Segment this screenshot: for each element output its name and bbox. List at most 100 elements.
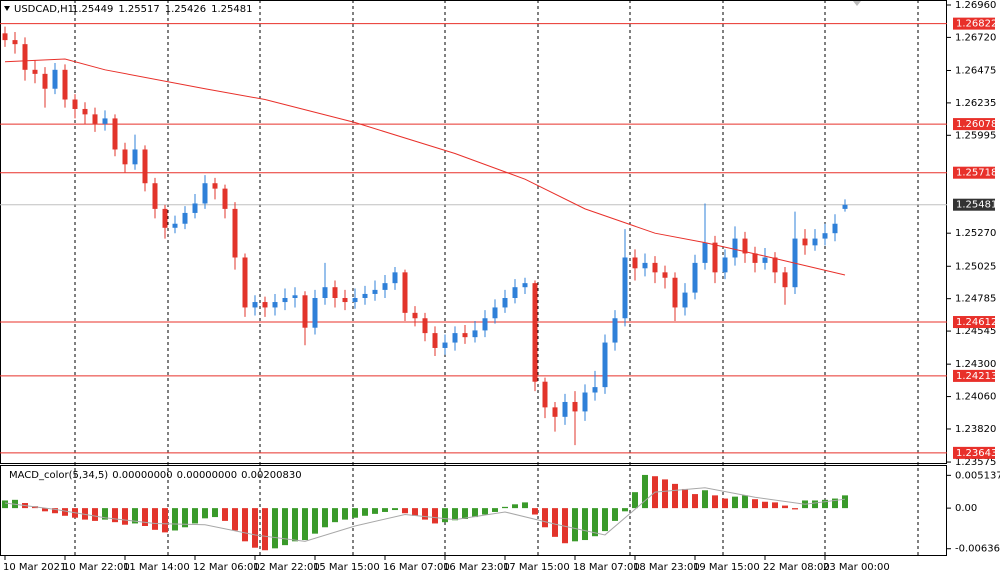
candle-body xyxy=(2,33,8,41)
macd-bar xyxy=(52,508,58,514)
macd-bar xyxy=(672,483,678,509)
y-tick-label: 1.25025 xyxy=(955,261,996,272)
x-tick-label: 11 Mar 14:00 xyxy=(123,562,190,573)
macd-bar xyxy=(622,508,628,512)
macd-bar xyxy=(142,508,148,526)
macd-bar xyxy=(822,499,828,509)
macd-bar xyxy=(532,508,538,515)
current-price-label: 1.25481 xyxy=(956,200,997,211)
main-panel-frame xyxy=(0,0,947,464)
x-tick-label: 16 Mar 23:00 xyxy=(443,562,510,573)
scroll-arrow[interactable] xyxy=(853,1,861,6)
macd-bar xyxy=(842,495,848,509)
macd-readout: 0.00000000 xyxy=(112,470,172,481)
candle-body xyxy=(642,262,648,269)
macd-bar xyxy=(42,508,48,512)
candle-body xyxy=(92,114,98,124)
quote-value: 1.25426 xyxy=(165,4,206,15)
macd-bar xyxy=(92,508,98,521)
candle-body xyxy=(102,118,108,124)
macd-bar xyxy=(792,508,798,510)
macd-bar xyxy=(832,498,838,509)
candle-body xyxy=(602,342,608,388)
candle-body xyxy=(112,118,118,150)
macd-bar xyxy=(132,508,138,524)
x-tick-label: 18 Mar 23:00 xyxy=(633,562,700,573)
candle-body xyxy=(62,69,68,100)
candle-body xyxy=(302,295,308,328)
macd-readout: 0.00200830 xyxy=(241,470,301,481)
macd-bar xyxy=(742,495,748,509)
macd-bar xyxy=(212,508,218,518)
candle-body xyxy=(412,312,418,319)
macd-bar xyxy=(732,496,738,509)
candle-body xyxy=(242,257,248,308)
candle-body xyxy=(332,287,338,298)
macd-bar xyxy=(752,499,758,509)
candle-body xyxy=(512,287,518,298)
level-label-box xyxy=(953,369,995,382)
candle-body xyxy=(382,283,388,290)
macd-bar xyxy=(592,508,598,537)
candle-body xyxy=(232,208,238,258)
candle-body xyxy=(552,407,558,417)
macd-bar xyxy=(242,508,248,542)
macd-bar xyxy=(442,508,448,523)
candle-body xyxy=(592,387,598,393)
candle-body xyxy=(492,307,498,319)
candle-body xyxy=(452,333,458,343)
candle-body xyxy=(42,73,48,89)
macd-bar xyxy=(612,508,618,521)
candle-body xyxy=(12,40,18,45)
candle-body xyxy=(292,295,298,298)
candle-body xyxy=(192,203,198,213)
candle-body xyxy=(362,293,368,298)
candle-body xyxy=(482,318,488,331)
macd-bar xyxy=(512,504,518,509)
candle-body xyxy=(682,292,688,308)
x-tick-label: 23 Mar 00:00 xyxy=(823,562,890,573)
macd-bar xyxy=(542,508,548,528)
quote-value: 1.25481 xyxy=(211,4,252,15)
macd-bar xyxy=(482,508,488,515)
candle-body xyxy=(372,289,378,294)
level-label: 1.24612 xyxy=(956,317,997,328)
y-tick-label: 1.24060 xyxy=(955,392,996,403)
level-label: 1.25718 xyxy=(956,168,997,179)
x-tick-label: 16 Mar 07:00 xyxy=(383,562,450,573)
candle-body xyxy=(702,242,708,263)
symbol-menu[interactable] xyxy=(4,6,10,11)
macd-bar xyxy=(722,498,728,509)
macd-bar xyxy=(262,508,268,551)
macd-bar xyxy=(332,508,338,523)
macd-bar xyxy=(372,508,378,514)
macd-title: MACD_color(5,34,5) xyxy=(9,470,108,481)
x-tick-label: 10 Mar 2021 xyxy=(3,562,66,573)
candle-body xyxy=(462,333,468,338)
macd-bar xyxy=(782,505,788,509)
candle-body xyxy=(122,149,128,165)
macd-bar xyxy=(642,474,648,509)
macd-bar xyxy=(62,508,68,516)
y-tick-label: 1.26475 xyxy=(955,65,996,76)
candle-body xyxy=(812,238,818,246)
candle-body xyxy=(152,183,158,209)
macd-bar xyxy=(222,508,228,521)
candle-body xyxy=(582,392,588,412)
macd-bar xyxy=(492,508,498,512)
candle-body xyxy=(312,297,318,328)
candle-body xyxy=(832,223,838,234)
candle-body xyxy=(222,188,228,209)
macd-bar xyxy=(402,508,408,514)
macd-bar xyxy=(82,508,88,520)
candle-body xyxy=(612,318,618,343)
macd-bar xyxy=(152,508,158,530)
macd-bar xyxy=(182,508,188,528)
candle-body xyxy=(52,69,58,89)
x-tick-label: 22 Mar 08:00 xyxy=(763,562,830,573)
level-label: 1.24213 xyxy=(956,371,997,382)
candle-body xyxy=(732,238,738,258)
y-tick-label: 1.24785 xyxy=(955,294,996,305)
x-tick-label: 12 Mar 06:00 xyxy=(193,562,260,573)
candle-body xyxy=(402,272,408,313)
